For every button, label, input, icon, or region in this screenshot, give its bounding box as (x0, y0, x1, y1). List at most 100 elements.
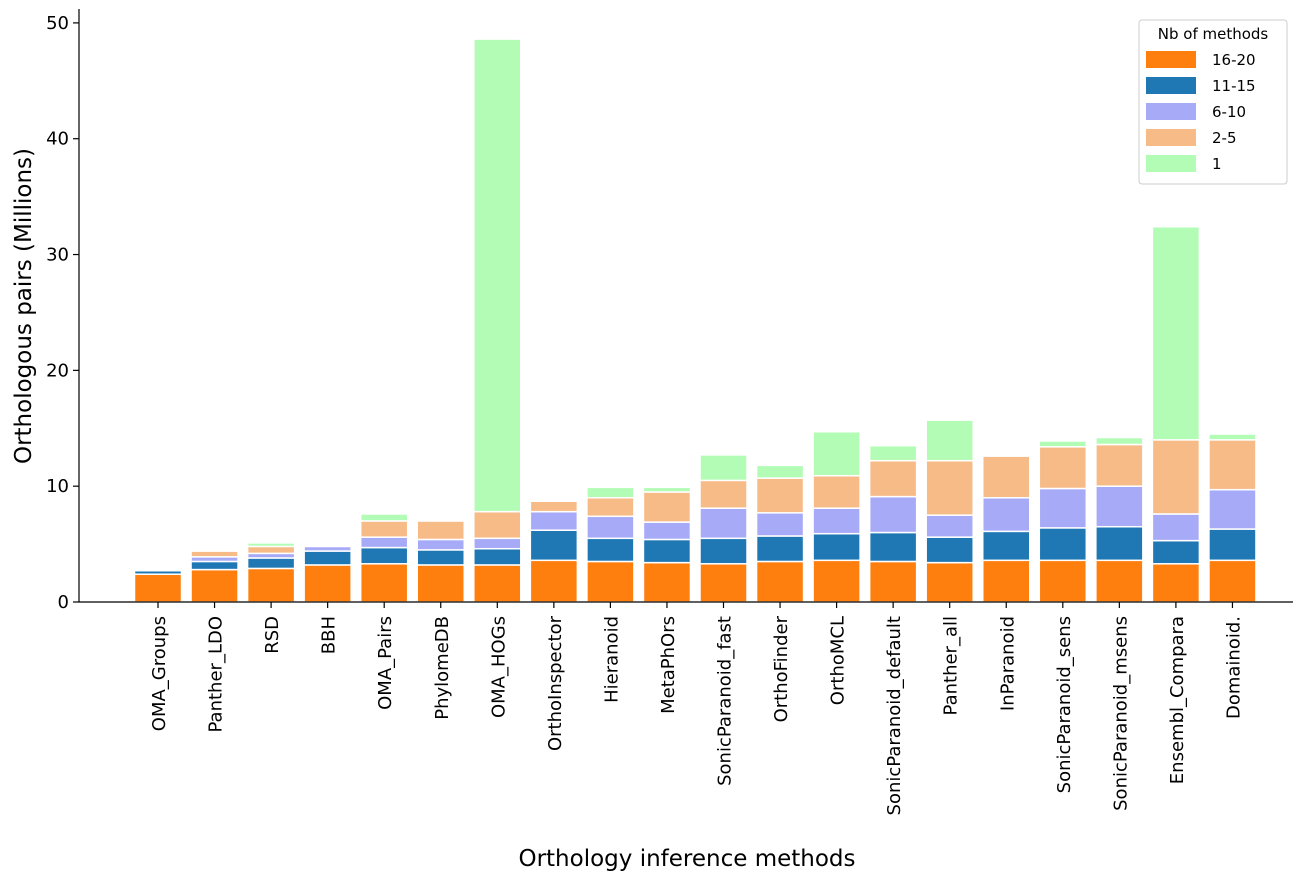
x-tick-label: OMA_Pairs (375, 616, 396, 710)
bar-segment (133, 573, 183, 603)
bar-segment (246, 567, 296, 603)
bar-segment (642, 491, 692, 523)
bar-segment (303, 544, 352, 547)
bar-segment (359, 536, 409, 549)
legend-swatch (1146, 155, 1196, 172)
bar-segment (416, 538, 465, 551)
x-tick-label: Domainoid. (1223, 616, 1244, 719)
bar-segment (246, 545, 296, 555)
bar-segment (925, 536, 974, 564)
legend-swatch (1146, 51, 1196, 68)
bar-segment (529, 510, 579, 531)
bar-segment (133, 568, 183, 571)
bar-segment (303, 550, 352, 566)
bar-segment (1208, 433, 1257, 441)
bar-segment (586, 486, 635, 499)
bar-segment (1151, 513, 1201, 542)
bar-segment (303, 564, 352, 603)
x-tick-label: Panther_all (941, 616, 962, 715)
bar-segment (190, 549, 239, 552)
legend-label: 11-15 (1212, 77, 1256, 95)
bar-segment (416, 564, 465, 603)
bar-segment (416, 520, 465, 541)
bar-segment (1151, 563, 1201, 603)
bar-segment (473, 547, 522, 566)
bar-segment (925, 561, 974, 603)
bar-segment (473, 564, 522, 603)
bar-segment (812, 559, 861, 603)
bar-segment (868, 560, 918, 603)
bar-segment (1208, 488, 1257, 530)
bar-segment (699, 537, 748, 565)
bar-segment (925, 459, 974, 516)
bar-segment (246, 542, 296, 548)
legend-title: Nb of methods (1158, 25, 1269, 43)
bar-segment (868, 459, 918, 498)
bar-segment (812, 475, 861, 509)
bar-segment (190, 568, 239, 603)
bar-segment (359, 520, 409, 538)
bar-segment (699, 507, 748, 540)
bar-segment (982, 530, 1031, 562)
bar-segment (642, 486, 692, 493)
bar-segment (642, 561, 692, 603)
x-tick-label: SonicParanoid_fast (715, 616, 736, 786)
bar-segment (812, 430, 861, 477)
bar-segment (586, 537, 635, 563)
bar-segment (699, 454, 748, 482)
bar-segment (416, 549, 465, 566)
x-tick-label: RSD (262, 616, 283, 654)
x-tick-label: OrthoFinder (771, 615, 792, 722)
bar-segment (755, 477, 805, 514)
y-tick-label: 50 (46, 13, 69, 34)
x-tick-label: Hieranoid (601, 616, 622, 703)
x-tick-label: SonicParanoid_default (884, 616, 905, 815)
bar-segment (1151, 439, 1201, 515)
x-tick-label: BBH (319, 616, 340, 654)
bar-segment (868, 531, 918, 563)
x-tick-label: OrthoInspector (545, 615, 566, 751)
x-tick-label: OMA_Groups (149, 616, 170, 731)
legend-swatch (1146, 103, 1196, 120)
x-tick-label: Ensembl_Compara (1167, 616, 1188, 784)
x-tick-label: PhylomeDB (432, 616, 453, 720)
legend-items: 16-20 11-15 6-10 2-5 1 (1146, 51, 1256, 173)
bar-segment (1151, 225, 1201, 441)
bar-segment (868, 444, 918, 462)
bar-segment (642, 521, 692, 541)
bar-segment (812, 532, 861, 562)
legend-label: 1 (1212, 155, 1222, 173)
bar-segment (1208, 528, 1257, 562)
x-tick-label: InParanoid (997, 616, 1018, 711)
legend-label: 6-10 (1212, 103, 1246, 121)
bar-segment (529, 529, 579, 562)
y-tick-label: 10 (46, 476, 69, 497)
bar-segment (925, 419, 974, 462)
bar-segment (982, 454, 1031, 457)
x-tick-label: Panther_LDO (206, 616, 227, 732)
x-tick-label: SonicParanoid_msens (1110, 616, 1131, 811)
bar-segment (699, 479, 748, 509)
bar-segment (1208, 439, 1257, 491)
bar-segment (982, 497, 1031, 533)
bar-segment (755, 560, 805, 603)
bar-segment (1208, 559, 1257, 603)
bar-segment (473, 38, 522, 513)
y-ticks: 0 10 20 30 40 50 (46, 13, 79, 613)
x-ticks: OMA_Groups Panther_LDO RSD BBH OMA_Pairs Phyl… (149, 602, 1244, 815)
bar-segment (529, 559, 579, 603)
bar-segment (755, 464, 805, 479)
bar-segment (529, 500, 579, 513)
bar-segment (1095, 485, 1144, 528)
bar-segment (699, 563, 748, 603)
bar-segment (359, 546, 409, 565)
bar-segment (359, 513, 409, 522)
bar-segment (1151, 539, 1201, 565)
bar-segment (190, 550, 239, 558)
x-tick-label: OrthoMCL (828, 616, 849, 705)
x-tick-label: SonicParanoid_sens (1054, 616, 1075, 793)
bar-segment (359, 563, 409, 603)
bar-segment (868, 495, 918, 534)
bar-segment (755, 535, 805, 563)
